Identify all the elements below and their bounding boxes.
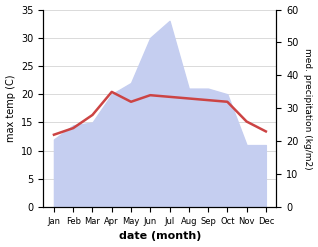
Y-axis label: med. precipitation (kg/m2): med. precipitation (kg/m2): [303, 48, 313, 169]
X-axis label: date (month): date (month): [119, 231, 201, 242]
Y-axis label: max temp (C): max temp (C): [5, 75, 16, 142]
